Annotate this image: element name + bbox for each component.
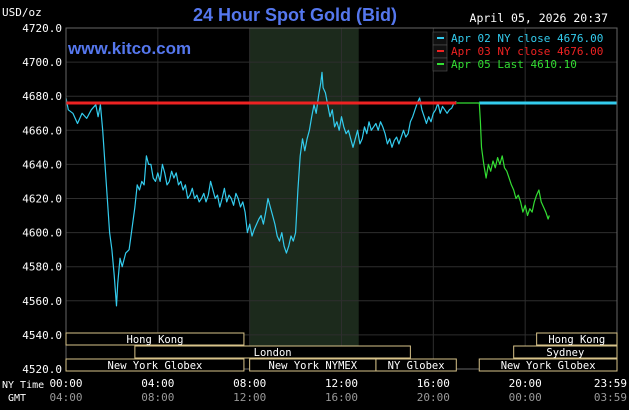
- x-tick-label-gmt: 16:00: [325, 391, 358, 404]
- x-tick-label-gmt: 00:00: [509, 391, 542, 404]
- grid-lines: [66, 27, 617, 370]
- session-label: Hong Kong: [548, 334, 605, 346]
- x-tick-label-ny: 04:00: [141, 377, 174, 390]
- x-tick-label-gmt: 20:00: [417, 391, 450, 404]
- y-tick-label: 4580.0: [22, 261, 62, 274]
- y-tick-label: 4680.0: [22, 90, 62, 103]
- session-box: [65, 332, 245, 346]
- chart-title: 24 Hour Spot Gold (Bid): [193, 5, 397, 25]
- x-tick-label-gmt: 12:00: [233, 391, 266, 404]
- session-box: [65, 358, 245, 372]
- x-tick-label-ny: 08:00: [233, 377, 266, 390]
- x-tick-label-gmt: 04:00: [49, 391, 82, 404]
- session-label: Hong Kong: [127, 334, 184, 346]
- session-box: [536, 332, 618, 346]
- y-tick-label: 4700.0: [22, 56, 62, 69]
- x-tick-label-ny: 23:59: [594, 377, 627, 390]
- y-tick-label: 4640.0: [22, 158, 62, 171]
- unit-label: USD/oz: [2, 6, 42, 19]
- y-tick-label: 4620.0: [22, 193, 62, 206]
- gmt-label: GMT: [8, 393, 26, 404]
- y-tick-label: 4600.0: [22, 227, 62, 240]
- y-tick-label: 4660.0: [22, 124, 62, 137]
- datetime-stamp: April 05, 2026 20:37: [470, 11, 609, 25]
- legend-entry: Apr 05 Last 4610.10: [451, 58, 577, 71]
- y-tick-label: 4520.0: [22, 363, 62, 376]
- y-tick-label: 4540.0: [22, 329, 62, 342]
- series-line: [65, 71, 457, 307]
- series-line: [456, 102, 550, 220]
- x-tick-label-ny: 16:00: [417, 377, 450, 390]
- session-label: Sydney: [546, 347, 584, 359]
- site-watermark: www.kitco.com: [67, 39, 191, 58]
- session-box: [478, 358, 618, 372]
- x-tick-label-ny: 12:00: [325, 377, 358, 390]
- session-label: New York Globex: [108, 360, 203, 372]
- session-box: [375, 358, 457, 372]
- y-tick-label: 4560.0: [22, 295, 62, 308]
- session-label: New York NYMEX: [269, 360, 358, 372]
- session-label: NY Globex: [388, 360, 445, 372]
- x-tick-label-gmt: 08:00: [141, 391, 174, 404]
- ny-time-label: NY Time: [2, 380, 44, 391]
- x-tick-label-gmt: 03:59: [594, 391, 627, 404]
- session-box: [134, 345, 411, 359]
- legend-entry: Apr 03 NY close 4676.00: [451, 45, 603, 58]
- series-layer: [65, 71, 617, 307]
- x-tick-label-ny: 00:00: [49, 377, 82, 390]
- x-tick-label-ny: 20:00: [509, 377, 542, 390]
- legend-entry: Apr 02 NY close 4676.00: [451, 32, 603, 45]
- y-tick-label: 4720.0: [22, 22, 62, 35]
- x-axis-ticks: 00:0004:0004:0008:0008:0012:0012:0016:00…: [49, 377, 627, 404]
- session-label: London: [254, 347, 292, 359]
- market-sessions: Hong Kong London New York Globex New York N…: [65, 332, 618, 372]
- session-label: New York Globex: [501, 360, 596, 372]
- y-axis-ticks: 4720.0 4700.0 4680.0 4660.0 4640.0 4620.0 4600…: [22, 22, 62, 376]
- session-box: [513, 345, 618, 359]
